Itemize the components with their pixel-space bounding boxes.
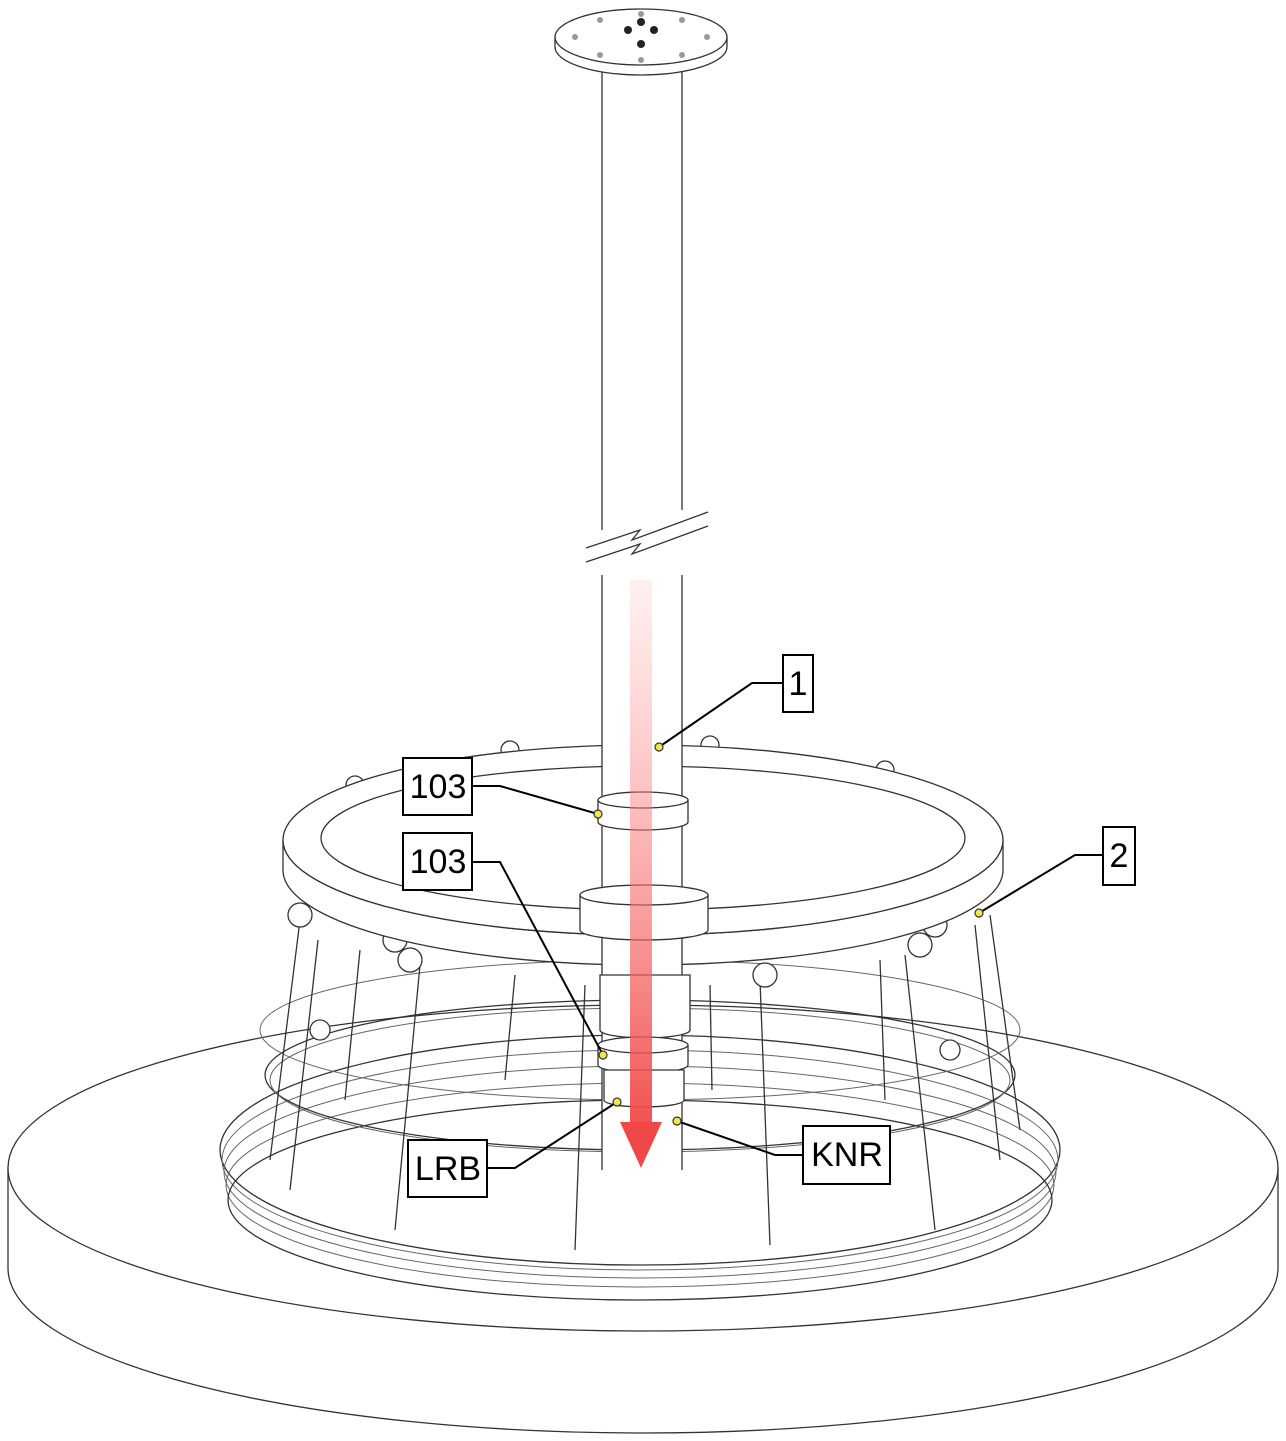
- callout-label: 1: [789, 665, 808, 703]
- callout-label: 2: [1110, 837, 1129, 875]
- callout-label: LRB: [415, 1150, 481, 1188]
- callout: 2: [974, 826, 1136, 918]
- insertion-arrow: [620, 580, 662, 1168]
- callout: 103: [402, 757, 603, 819]
- top-flange: [554, 8, 728, 76]
- callout-label: 103: [410, 843, 467, 881]
- callout: 1: [654, 654, 814, 752]
- callout: KNR: [672, 1116, 891, 1185]
- callout-label: KNR: [811, 1136, 883, 1174]
- callout-label: 103: [410, 768, 467, 806]
- callout: 103: [402, 832, 608, 1060]
- callout: LRB: [407, 1097, 622, 1198]
